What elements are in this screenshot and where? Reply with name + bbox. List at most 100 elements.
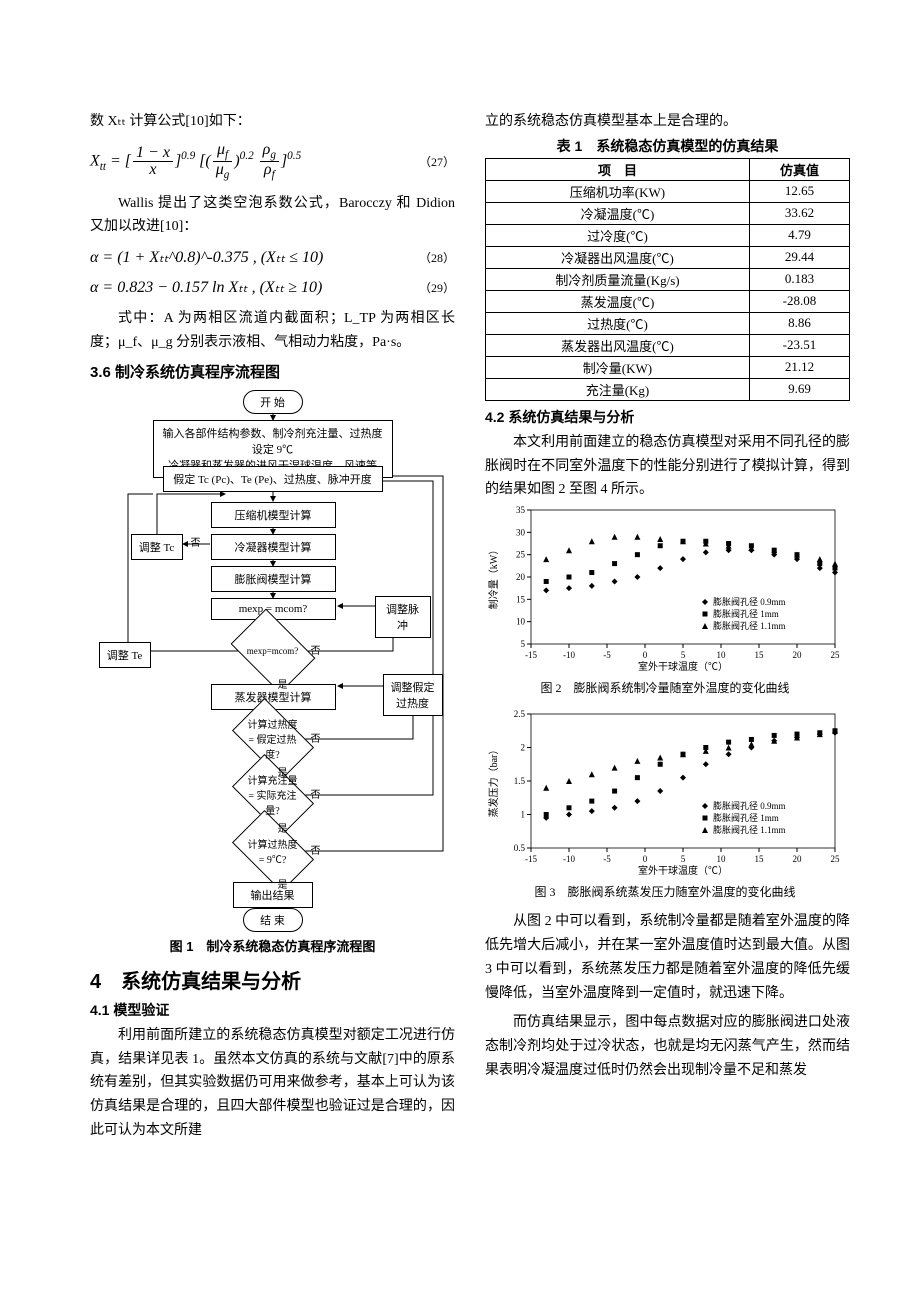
svg-text:1: 1 — [521, 810, 526, 820]
table-row: 过冷度(℃)4.79 — [486, 224, 850, 246]
section-4-1: 4.1 模型验证 — [90, 1000, 455, 1020]
table-cell: 12.65 — [749, 180, 849, 202]
svg-text:30: 30 — [516, 528, 526, 538]
table-cell: 过冷度(℃) — [486, 224, 750, 246]
table-cell: 0.183 — [749, 268, 849, 290]
table-row: 蒸发温度(℃)-28.08 — [486, 290, 850, 312]
no-lbl-1: 否 — [311, 642, 321, 657]
svg-text:膨胀阀孔径 0.9mm: 膨胀阀孔径 0.9mm — [713, 800, 786, 811]
svg-text:5: 5 — [681, 650, 686, 660]
table-cell: 过热度(℃) — [486, 312, 750, 334]
svg-text:2.5: 2.5 — [514, 709, 526, 719]
no-lbl-tc: 否 — [191, 534, 201, 549]
flow-comp: 压缩机模型计算 — [211, 502, 336, 528]
svg-text:25: 25 — [831, 854, 841, 864]
para-b: 而仿真结果显示，图中每点数据对应的膨胀阀进口处液态制冷剂均处于过冷状态，也就是均… — [485, 1011, 850, 1082]
flow-d2: 计算过热度 = 假定过热度? — [238, 716, 308, 762]
intro-line: 数 Xₜₜ 计算公式[10]如下： — [90, 110, 455, 134]
table-cell: 冷凝器出风温度(℃) — [486, 246, 750, 268]
svg-text:-5: -5 — [603, 854, 611, 864]
table-cell: 4.79 — [749, 224, 849, 246]
svg-text:-10: -10 — [563, 650, 575, 660]
table-cell: -28.08 — [749, 290, 849, 312]
table-row: 制冷量(KW)21.12 — [486, 356, 850, 378]
vars-para: 式中：A 为两相区流道内截面积；L_TP 为两相区长度；μ_f、μ_g 分别表示… — [90, 307, 455, 355]
svg-text:0: 0 — [643, 650, 648, 660]
svg-text:0.5: 0.5 — [514, 843, 526, 853]
right-column: 立的系统稳态仿真模型基本上是合理的。 表 1 系统稳态仿真模型的仿真结果 项 目… — [485, 110, 850, 1143]
table-row: 冷凝温度(℃)33.62 — [486, 202, 850, 224]
table-cell: 蒸发器出风温度(℃) — [486, 334, 750, 356]
table-cell: 29.44 — [749, 246, 849, 268]
figure-3-caption: 图 3 膨胀阀系统蒸发压力随室外温度的变化曲线 — [485, 883, 845, 900]
svg-text:-15: -15 — [525, 650, 537, 660]
flow-d3: 计算充注量 = 实际充注量? — [238, 772, 308, 818]
flow-start: 开 始 — [243, 390, 303, 414]
svg-text:5: 5 — [681, 854, 686, 864]
flow-output: 输出结果 — [233, 882, 313, 908]
flow-end: 结 束 — [243, 908, 303, 932]
svg-text:15: 15 — [755, 650, 765, 660]
table-header-row: 项 目 仿真值 — [486, 158, 850, 180]
flow-d1: mexp=mcom? — [238, 626, 308, 676]
table-cell: 制冷剂质量流量(Kg/s) — [486, 268, 750, 290]
svg-text:膨胀阀孔径 1.1mm: 膨胀阀孔径 1.1mm — [713, 824, 786, 835]
svg-text:-10: -10 — [563, 854, 575, 864]
table-cell: 33.62 — [749, 202, 849, 224]
svg-text:室外干球温度（℃）: 室外干球温度（℃） — [638, 660, 728, 672]
svg-text:20: 20 — [516, 572, 526, 582]
svg-text:2: 2 — [521, 743, 526, 753]
table-cell: 21.12 — [749, 356, 849, 378]
svg-text:10: 10 — [717, 854, 727, 864]
svg-text:膨胀阀孔径 1mm: 膨胀阀孔径 1mm — [713, 608, 779, 619]
eq27-num: （27） — [419, 153, 455, 170]
flow-exp: 膨胀阀模型计算 — [211, 566, 336, 592]
svg-text:0: 0 — [643, 854, 648, 864]
eq27-formula: Xtt = [1 − xx]0.9 [(μfμg)0.2 ρgρf]0.5 — [90, 142, 301, 182]
svg-text:蒸发压力（bar）: 蒸发压力（bar） — [487, 745, 500, 818]
flow-cond: 冷凝器模型计算 — [211, 534, 336, 560]
svg-text:20: 20 — [793, 854, 803, 864]
svg-text:20: 20 — [793, 650, 803, 660]
table-row: 蒸发器出风温度(℃)-23.51 — [486, 334, 850, 356]
no-lbl-2: 否 — [311, 730, 321, 745]
table-row: 冷凝器出风温度(℃)29.44 — [486, 246, 850, 268]
wallis-para: Wallis 提出了这类空泡系数公式，Barocczy 和 Didion 又加以… — [90, 192, 455, 240]
no-lbl-3: 否 — [311, 786, 321, 801]
two-column-layout: 数 Xₜₜ 计算公式[10]如下： Xtt = [1 − xx]0.9 [(μf… — [90, 110, 850, 1143]
adj-tc: 调整 Tc — [131, 534, 183, 560]
svg-text:25: 25 — [516, 550, 526, 560]
svg-text:室外干球温度（℃）: 室外干球温度（℃） — [638, 864, 728, 876]
section-4: 4 系统仿真结果与分析 — [90, 965, 455, 994]
figure-3-chart: -15-10-505101520250.511.522.5室外干球温度（℃）蒸发… — [485, 706, 845, 900]
svg-text:10: 10 — [516, 617, 526, 627]
th-item: 项 目 — [486, 158, 750, 180]
svg-text:5: 5 — [521, 639, 526, 649]
svg-text:-5: -5 — [603, 650, 611, 660]
svg-text:膨胀阀孔径 1mm: 膨胀阀孔径 1mm — [713, 812, 779, 823]
figure-2-caption: 图 2 膨胀阀系统制冷量随室外温度的变化曲线 — [485, 679, 845, 696]
equation-28: α = (1 + Xₜₜ^0.8)^-0.375 , (Xₜₜ ≤ 10) （2… — [90, 247, 455, 267]
flow-d4: 计算过热度 = 9℃? — [238, 828, 308, 874]
svg-text:10: 10 — [717, 650, 727, 660]
svg-text:15: 15 — [516, 595, 526, 605]
yes-lbl-1: 是 — [278, 676, 288, 691]
table-cell: 压缩机功率(KW) — [486, 180, 750, 202]
right-top-line: 立的系统稳态仿真模型基本上是合理的。 — [485, 110, 850, 134]
adj-super: 调整假定 过热度 — [383, 674, 443, 716]
svg-text:15: 15 — [755, 854, 765, 864]
para-a: 从图 2 中可以看到，系统制冷量都是随着室外温度的降低先增大后减小，并在某一室外… — [485, 910, 850, 1005]
table-cell: 9.69 — [749, 378, 849, 400]
flowchart-figure-1: 开 始 输入各部件结构参数、制冷剂充注量、过热度设定 9℃ 冷凝器和蒸发器的进风… — [93, 386, 453, 906]
chart-2-svg: -15-10-505101520255101520253035室外干球温度（℃）… — [485, 502, 845, 672]
table-cell: -23.51 — [749, 334, 849, 356]
figure-1-caption: 图 1 制冷系统稳态仿真程序流程图 — [90, 936, 455, 955]
para-4-2: 本文利用前面建立的稳态仿真模型对采用不同孔径的膨胀阀时在不同室外温度下的性能分别… — [485, 431, 850, 502]
table-cell: 8.86 — [749, 312, 849, 334]
svg-text:膨胀阀孔径 1.1mm: 膨胀阀孔径 1.1mm — [713, 620, 786, 631]
table-cell: 充注量(Kg) — [486, 378, 750, 400]
th-value: 仿真值 — [749, 158, 849, 180]
table-row: 过热度(℃)8.86 — [486, 312, 850, 334]
svg-text:膨胀阀孔径 0.9mm: 膨胀阀孔径 0.9mm — [713, 596, 786, 607]
table-1: 项 目 仿真值 压缩机功率(KW)12.65冷凝温度(℃)33.62过冷度(℃)… — [485, 158, 850, 401]
